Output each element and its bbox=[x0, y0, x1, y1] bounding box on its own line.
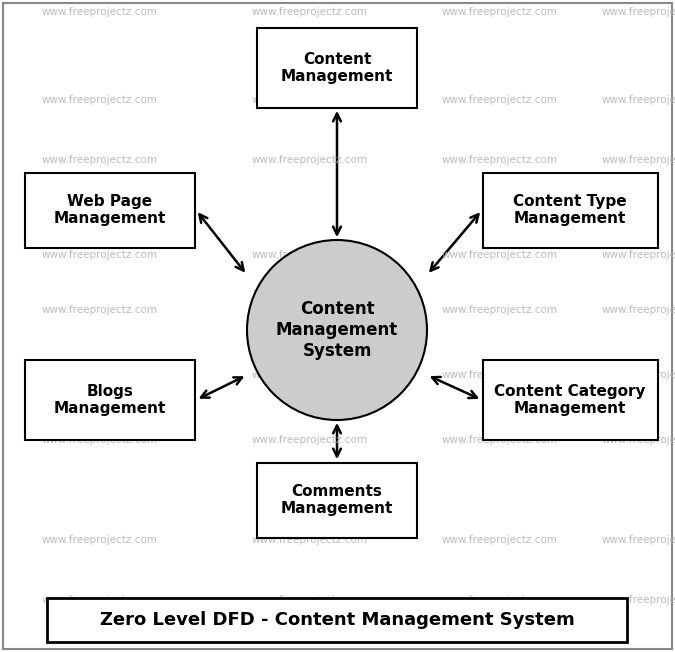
Text: www.freeprojectz.com: www.freeprojectz.com bbox=[252, 370, 368, 380]
Text: www.freeprojectz.com: www.freeprojectz.com bbox=[602, 7, 675, 17]
Text: Content
Management
System: Content Management System bbox=[276, 300, 398, 360]
Text: www.freeprojectz.com: www.freeprojectz.com bbox=[442, 435, 558, 445]
Text: Content Type
Management: Content Type Management bbox=[513, 194, 627, 226]
Text: Web Page
Management: Web Page Management bbox=[54, 194, 166, 226]
Text: Content
Management: Content Management bbox=[281, 52, 393, 84]
Text: www.freeprojectz.com: www.freeprojectz.com bbox=[42, 595, 158, 605]
FancyBboxPatch shape bbox=[483, 173, 657, 248]
Circle shape bbox=[247, 240, 427, 420]
Text: www.freeprojectz.com: www.freeprojectz.com bbox=[252, 7, 368, 17]
FancyBboxPatch shape bbox=[257, 462, 417, 537]
Text: www.freeprojectz.com: www.freeprojectz.com bbox=[42, 535, 158, 545]
Text: www.freeprojectz.com: www.freeprojectz.com bbox=[442, 305, 558, 315]
Text: Zero Level DFD - Content Management System: Zero Level DFD - Content Management Syst… bbox=[100, 611, 574, 629]
Text: www.freeprojectz.com: www.freeprojectz.com bbox=[602, 305, 675, 315]
Text: www.freeprojectz.com: www.freeprojectz.com bbox=[42, 370, 158, 380]
Text: www.freeprojectz.com: www.freeprojectz.com bbox=[602, 250, 675, 260]
Text: www.freeprojectz.com: www.freeprojectz.com bbox=[42, 7, 158, 17]
FancyBboxPatch shape bbox=[25, 360, 195, 440]
Text: www.freeprojectz.com: www.freeprojectz.com bbox=[442, 7, 558, 17]
Text: www.freeprojectz.com: www.freeprojectz.com bbox=[602, 595, 675, 605]
Text: www.freeprojectz.com: www.freeprojectz.com bbox=[602, 370, 675, 380]
Text: www.freeprojectz.com: www.freeprojectz.com bbox=[252, 435, 368, 445]
Text: www.freeprojectz.com: www.freeprojectz.com bbox=[602, 535, 675, 545]
Text: Blogs
Management: Blogs Management bbox=[54, 384, 166, 416]
Text: www.freeprojectz.com: www.freeprojectz.com bbox=[252, 535, 368, 545]
Text: www.freeprojectz.com: www.freeprojectz.com bbox=[252, 595, 368, 605]
FancyBboxPatch shape bbox=[257, 28, 417, 108]
Text: www.freeprojectz.com: www.freeprojectz.com bbox=[252, 95, 368, 105]
Text: www.freeprojectz.com: www.freeprojectz.com bbox=[442, 250, 558, 260]
Text: www.freeprojectz.com: www.freeprojectz.com bbox=[252, 250, 368, 260]
Text: Comments
Management: Comments Management bbox=[281, 484, 393, 516]
Text: www.freeprojectz.com: www.freeprojectz.com bbox=[252, 155, 368, 165]
FancyBboxPatch shape bbox=[47, 598, 627, 642]
FancyBboxPatch shape bbox=[25, 173, 195, 248]
Text: www.freeprojectz.com: www.freeprojectz.com bbox=[42, 155, 158, 165]
Text: www.freeprojectz.com: www.freeprojectz.com bbox=[442, 95, 558, 105]
Text: www.freeprojectz.com: www.freeprojectz.com bbox=[602, 155, 675, 165]
Text: www.freeprojectz.com: www.freeprojectz.com bbox=[442, 595, 558, 605]
Text: www.freeprojectz.com: www.freeprojectz.com bbox=[42, 435, 158, 445]
Text: www.freeprojectz.com: www.freeprojectz.com bbox=[602, 435, 675, 445]
FancyBboxPatch shape bbox=[483, 360, 657, 440]
Text: www.freeprojectz.com: www.freeprojectz.com bbox=[442, 535, 558, 545]
Text: www.freeprojectz.com: www.freeprojectz.com bbox=[442, 370, 558, 380]
Text: www.freeprojectz.com: www.freeprojectz.com bbox=[442, 155, 558, 165]
Text: Content Category
Management: Content Category Management bbox=[494, 384, 646, 416]
Text: www.freeprojectz.com: www.freeprojectz.com bbox=[42, 95, 158, 105]
Text: www.freeprojectz.com: www.freeprojectz.com bbox=[42, 250, 158, 260]
Text: www.freeprojectz.com: www.freeprojectz.com bbox=[252, 305, 368, 315]
Text: www.freeprojectz.com: www.freeprojectz.com bbox=[42, 305, 158, 315]
Text: www.freeprojectz.com: www.freeprojectz.com bbox=[602, 95, 675, 105]
